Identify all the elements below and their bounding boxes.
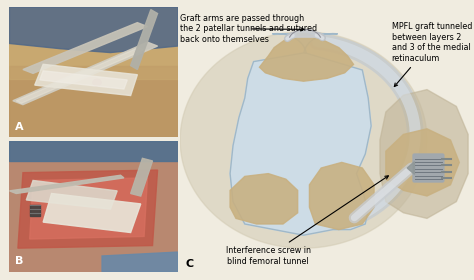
Polygon shape: [230, 174, 298, 224]
Polygon shape: [230, 34, 371, 235]
Bar: [30, 205, 40, 216]
Polygon shape: [9, 7, 178, 53]
Polygon shape: [131, 158, 153, 196]
Polygon shape: [9, 66, 178, 137]
Circle shape: [93, 79, 101, 86]
Polygon shape: [23, 23, 147, 73]
Polygon shape: [35, 64, 137, 95]
Text: A: A: [15, 122, 23, 132]
Polygon shape: [13, 42, 157, 105]
Polygon shape: [40, 71, 127, 89]
Polygon shape: [386, 129, 459, 196]
Polygon shape: [27, 181, 117, 209]
Text: B: B: [15, 256, 23, 266]
Polygon shape: [16, 47, 144, 103]
Polygon shape: [259, 34, 354, 81]
Polygon shape: [102, 252, 178, 272]
Polygon shape: [180, 32, 427, 248]
Polygon shape: [131, 10, 157, 69]
Polygon shape: [43, 193, 141, 232]
Polygon shape: [18, 170, 157, 248]
Polygon shape: [290, 29, 320, 37]
Polygon shape: [9, 7, 178, 79]
FancyBboxPatch shape: [413, 154, 444, 182]
Polygon shape: [310, 162, 374, 230]
Polygon shape: [30, 178, 147, 239]
Text: C: C: [186, 259, 194, 269]
Polygon shape: [9, 175, 124, 193]
Text: Interference screw in
blind femoral tunnel: Interference screw in blind femoral tunn…: [226, 176, 388, 266]
Bar: [9, 141, 178, 161]
Text: MPFL graft tunneled
between layers 2
and 3 of the medial
retinaculum: MPFL graft tunneled between layers 2 and…: [392, 22, 472, 87]
Polygon shape: [407, 162, 414, 174]
Polygon shape: [380, 90, 468, 218]
Text: Graft arms are passed through
the 2 patellar tunnels and sutured
back onto thems: Graft arms are passed through the 2 pate…: [180, 14, 317, 44]
